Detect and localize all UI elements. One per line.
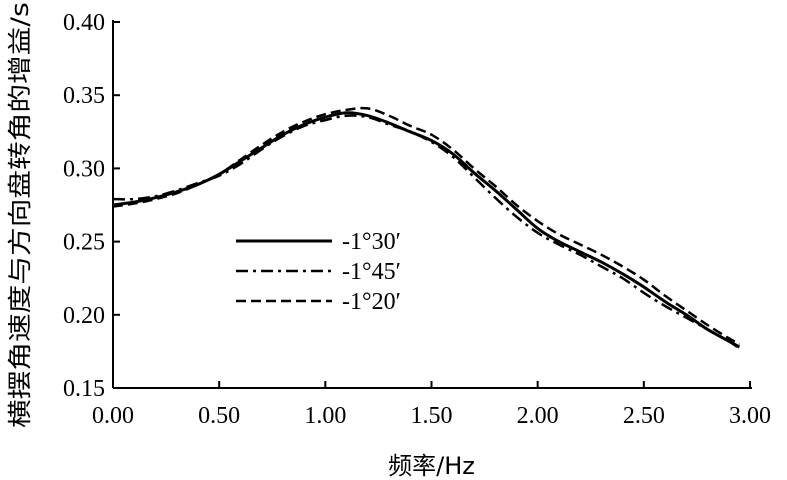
x-axis-title: 频率/Hz — [388, 452, 475, 480]
axes — [112, 20, 752, 389]
series-line-2 — [112, 114, 741, 350]
x-tick-label: 3.00 — [729, 403, 771, 429]
x-tick-label: 0.00 — [92, 403, 134, 429]
y-tick-label: 0.40 — [63, 10, 105, 36]
legend: -1°30′ -1°45′ -1°20′ — [236, 229, 401, 315]
y-tick-label: 0.30 — [63, 156, 105, 182]
series-line-1 — [112, 111, 741, 349]
y-tick-label: 0.25 — [63, 230, 105, 256]
legend-label-3: -1°20′ — [342, 289, 401, 315]
series-group — [112, 106, 741, 350]
x-tick-label: 0.50 — [198, 403, 240, 429]
series-line-3 — [112, 106, 741, 346]
x-tick-label: 1.00 — [304, 403, 346, 429]
y-tick-label: 0.35 — [63, 83, 105, 109]
y-tick-label: 0.15 — [63, 376, 105, 402]
legend-label-2: -1°45′ — [342, 259, 401, 285]
y-tick-label: 0.20 — [63, 303, 105, 329]
y-axis-title: 横摆角速度与方向盘转角的增益/s — [6, 2, 34, 428]
x-ticks: 0.00 0.50 1.00 1.50 2.00 2.50 3.00 — [92, 381, 771, 429]
x-tick-label: 1.50 — [411, 403, 453, 429]
legend-label-1: -1°30′ — [342, 229, 401, 255]
x-tick-label: 2.50 — [623, 403, 665, 429]
x-tick-label: 2.00 — [517, 403, 559, 429]
y-ticks: 0.15 0.20 0.25 0.30 0.35 0.40 — [63, 10, 120, 402]
